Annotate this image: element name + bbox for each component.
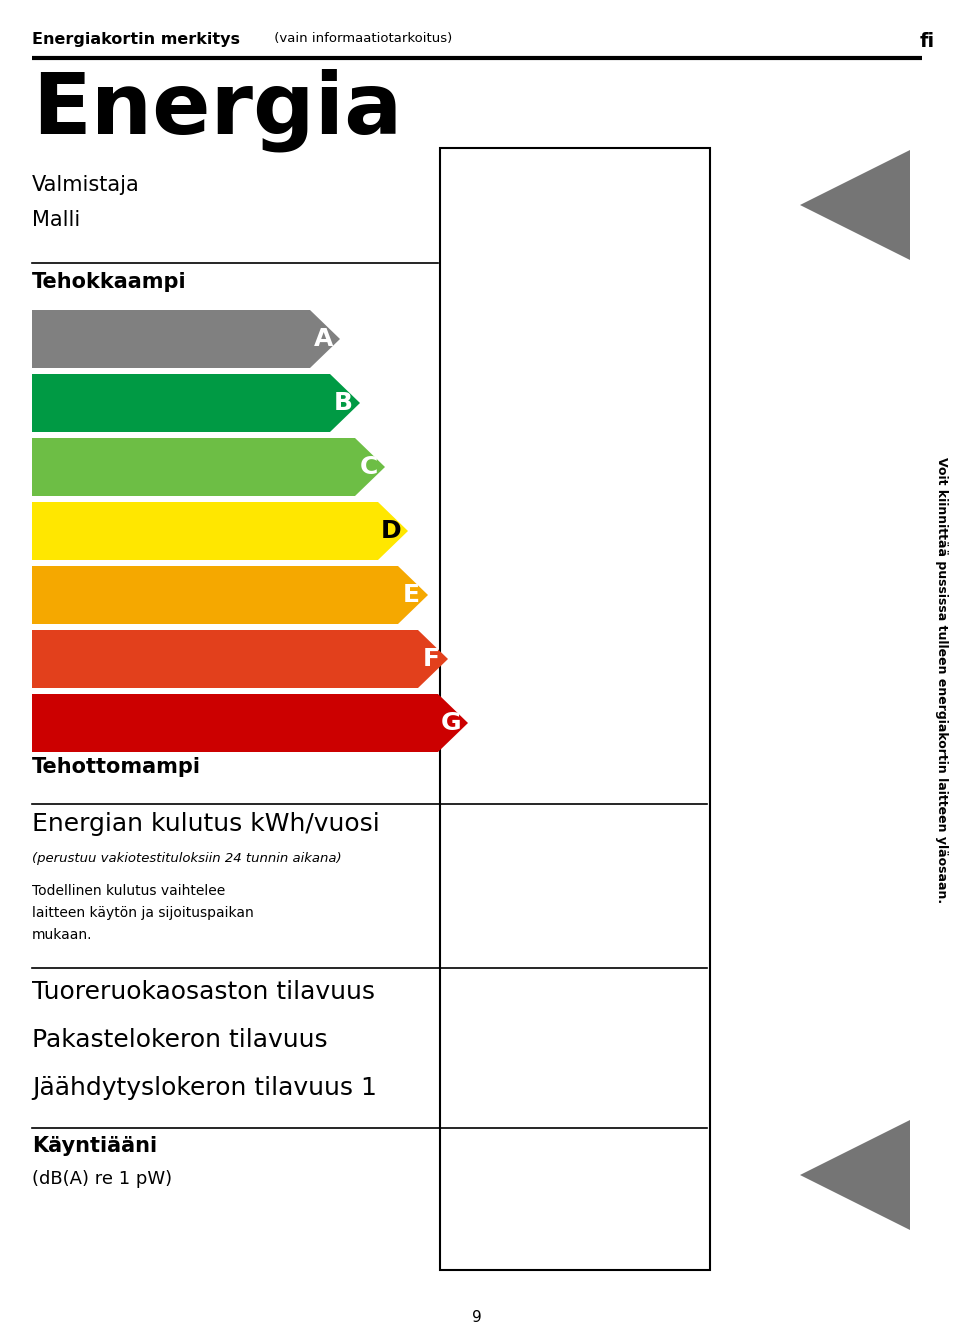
Text: Tehottomampi: Tehottomampi [32, 758, 201, 778]
Text: Pakastelokeron tilavuus: Pakastelokeron tilavuus [32, 1027, 327, 1051]
Text: Voit kiinnittää pussissa tulleen energiakortin laitteen yläosaan.: Voit kiinnittää pussissa tulleen energia… [935, 457, 947, 903]
Text: D: D [381, 518, 401, 542]
Text: Energian kulutus kWh/vuosi: Energian kulutus kWh/vuosi [32, 812, 379, 836]
Text: A: A [314, 327, 333, 351]
Text: (vain informaatiotarkoitus): (vain informaatiotarkoitus) [270, 32, 452, 45]
Text: C: C [359, 456, 377, 480]
Text: Tuoreruokaosaston tilavuus: Tuoreruokaosaston tilavuus [32, 981, 375, 1003]
Text: (perustuu vakiotestituloksiin 24 tunnin aikana): (perustuu vakiotestituloksiin 24 tunnin … [32, 852, 341, 864]
Text: B: B [334, 391, 353, 415]
Text: laitteen käytön ja sijoituspaikan: laitteen käytön ja sijoituspaikan [32, 906, 253, 921]
Polygon shape [355, 438, 385, 496]
Polygon shape [437, 693, 468, 752]
Text: Malli: Malli [32, 210, 80, 230]
Bar [32, 693, 437, 752]
Polygon shape [397, 566, 428, 624]
Bar [32, 438, 355, 496]
Bar [32, 502, 377, 560]
Text: fi: fi [919, 32, 934, 51]
Text: Tehokkaampi: Tehokkaampi [32, 273, 187, 293]
Bar [32, 566, 397, 624]
Text: Todellinen kulutus vaihtelee: Todellinen kulutus vaihtelee [32, 884, 225, 898]
Polygon shape [330, 374, 359, 432]
Text: Jäähdytyslokeron tilavuus 1: Jäähdytyslokeron tilavuus 1 [32, 1075, 376, 1100]
Polygon shape [417, 631, 448, 688]
Bar [439, 148, 709, 1271]
Text: (dB(A) re 1 pW): (dB(A) re 1 pW) [32, 1170, 172, 1188]
Polygon shape [800, 150, 909, 261]
Text: 9: 9 [472, 1311, 481, 1325]
Text: Energia: Energia [32, 68, 402, 151]
Text: Valmistaja: Valmistaja [32, 175, 139, 195]
Polygon shape [800, 1120, 909, 1230]
Bar [32, 310, 310, 367]
Bar [32, 631, 417, 688]
Text: mukaan.: mukaan. [32, 929, 92, 942]
Polygon shape [310, 310, 339, 367]
Text: E: E [402, 582, 419, 607]
Text: F: F [422, 647, 439, 671]
Text: Käyntiääni: Käyntiääni [32, 1136, 157, 1156]
Text: Energiakortin merkitys: Energiakortin merkitys [32, 32, 240, 47]
Bar [32, 374, 330, 432]
Text: G: G [440, 711, 461, 735]
Polygon shape [377, 502, 408, 560]
